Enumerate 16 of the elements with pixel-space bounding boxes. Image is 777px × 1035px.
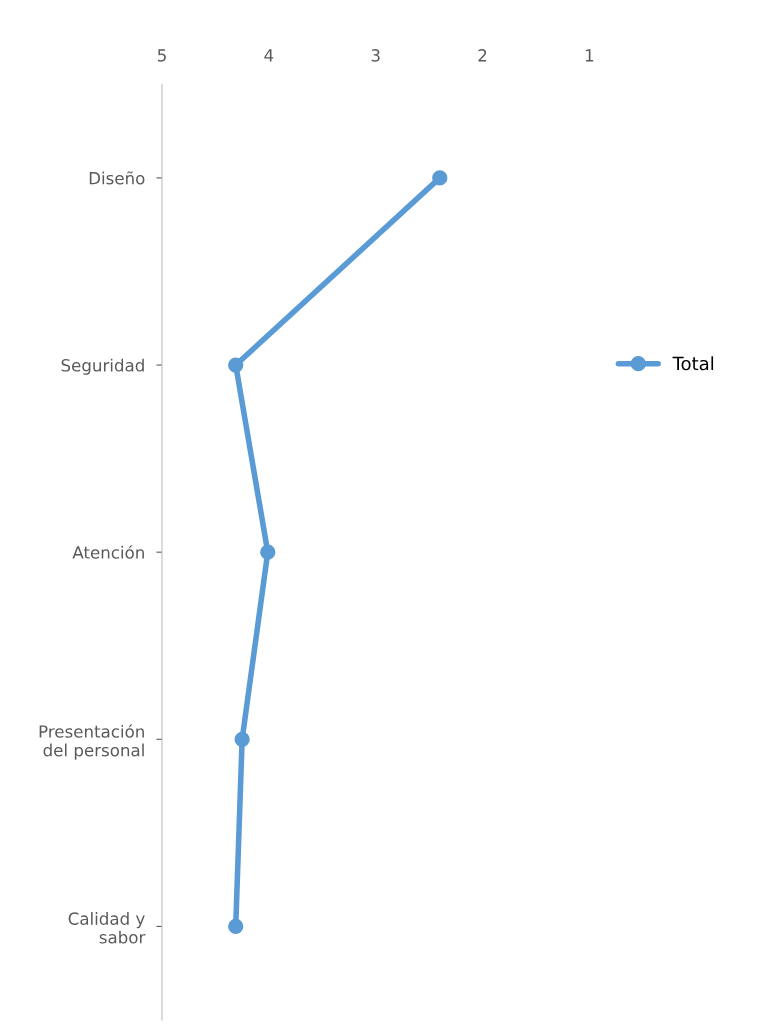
point bbox=[228, 918, 244, 935]
point bbox=[260, 544, 276, 560]
x-tick-label: 2 bbox=[478, 49, 487, 62]
y-tick-label: Calidad y sabor bbox=[68, 912, 146, 944]
x-tick-label: 3 bbox=[371, 49, 380, 62]
y-tick-label: Seguridad bbox=[61, 358, 144, 375]
legend-label: Total bbox=[672, 356, 714, 371]
y-tick-label: Atención bbox=[72, 545, 144, 559]
y-tick-label: Diseño bbox=[89, 171, 145, 185]
point bbox=[234, 731, 250, 747]
x-tick-label: 4 bbox=[264, 49, 274, 62]
point bbox=[432, 170, 448, 186]
point bbox=[228, 357, 244, 373]
x-tick-label: 5 bbox=[157, 49, 166, 62]
x-tick-label: 1 bbox=[585, 49, 594, 62]
y-tick-label: Presentación del personal bbox=[39, 724, 144, 760]
